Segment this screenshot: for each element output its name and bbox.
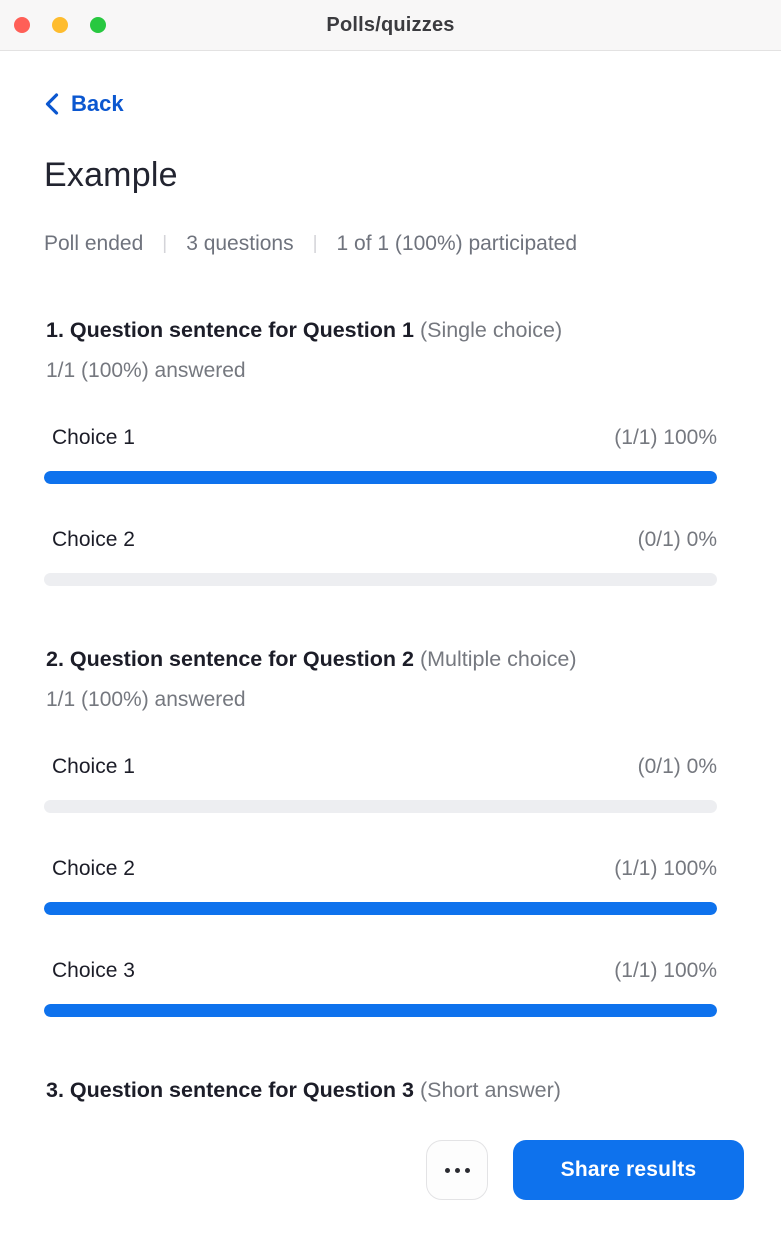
choice-label: Choice 1 [52, 755, 135, 778]
choice-row: Choice 2 (1/1) 100% [44, 855, 717, 915]
choice-row: Choice 1 (1/1) 100% [44, 424, 717, 484]
more-options-button[interactable] [426, 1140, 488, 1200]
choice-list: Choice 1 (1/1) 100% Choice 2 (0/1) 0% [44, 424, 717, 586]
question-number: 3. [46, 1078, 70, 1102]
choice-stat: (1/1) 100% [614, 426, 717, 449]
question-answered-stat: 1/1 (100%) answered [46, 688, 246, 711]
minimize-button[interactable] [52, 17, 68, 33]
question-number: 1. [46, 318, 70, 342]
maximize-button[interactable] [90, 17, 106, 33]
choice-row: Choice 3 (1/1) 100% [44, 957, 717, 1017]
back-label: Back [71, 91, 124, 116]
question-block: 2. Question sentence for Question 2 (Mul… [44, 644, 717, 1017]
question-number: 2. [46, 647, 70, 671]
question-count: 3 questions [186, 232, 294, 255]
titlebar: Polls/quizzes [0, 0, 781, 51]
choice-stat: (1/1) 100% [614, 857, 717, 880]
choice-bar-fill [44, 471, 717, 484]
choice-row: Choice 2 (0/1) 0% [44, 526, 717, 586]
question-block: 1. Question sentence for Question 1 (Sin… [44, 315, 717, 586]
meta-divider: | [162, 233, 168, 254]
choice-bar-track [44, 471, 717, 484]
choice-bar-track [44, 573, 717, 586]
question-title: 2. Question sentence for Question 2 (Mul… [44, 644, 717, 674]
page-title: Example [44, 156, 178, 194]
question-title: 1. Question sentence for Question 1 (Sin… [44, 315, 717, 345]
chevron-left-icon [44, 92, 59, 116]
choice-label: Choice 3 [52, 959, 135, 982]
question-text: Question sentence for Question 2 [69, 647, 420, 671]
meta-divider: | [312, 233, 318, 254]
question-title: 3. Question sentence for Question 3 (Sho… [44, 1075, 717, 1105]
traffic-lights [14, 0, 106, 50]
choice-row: Choice 1 (0/1) 0% [44, 753, 717, 813]
window-title: Polls/quizzes [326, 13, 455, 36]
choice-bar-track [44, 800, 717, 813]
choice-stat: (1/1) 100% [614, 959, 717, 982]
question-block: 3. Question sentence for Question 3 (Sho… [44, 1075, 717, 1105]
choice-stat: (0/1) 0% [637, 755, 717, 778]
choice-bar-track [44, 1004, 717, 1017]
choice-stat: (0/1) 0% [637, 528, 717, 551]
choice-label: Choice 1 [52, 426, 135, 449]
choice-label: Choice 2 [52, 857, 135, 880]
poll-results-content: Back Example Poll ended | 3 questions | … [0, 51, 781, 1105]
close-button[interactable] [14, 17, 30, 33]
poll-meta: Poll ended | 3 questions | 1 of 1 (100%)… [44, 231, 717, 257]
question-type: (Multiple choice) [419, 647, 577, 671]
choice-list: Choice 1 (0/1) 0% Choice 2 (1/1) 100% Ch… [44, 753, 717, 1017]
choice-label: Choice 2 [52, 528, 135, 551]
question-list: 1. Question sentence for Question 1 (Sin… [44, 315, 717, 1105]
question-text: Question sentence for Question 3 [69, 1078, 420, 1102]
share-results-button[interactable]: Share results [513, 1140, 744, 1200]
choice-bar-fill [44, 902, 717, 915]
question-text: Question sentence for Question 1 [69, 318, 420, 342]
ellipsis-icon [444, 1167, 470, 1173]
question-type: (Short answer) [419, 1078, 561, 1102]
choice-bar-fill [44, 1004, 717, 1017]
back-button[interactable]: Back [44, 90, 124, 118]
poll-status: Poll ended [44, 232, 144, 255]
footer-actions: Share results [426, 1140, 744, 1200]
participation-stat: 1 of 1 (100%) participated [336, 232, 578, 255]
question-answered-stat: 1/1 (100%) answered [46, 359, 246, 382]
question-type: (Single choice) [419, 318, 563, 342]
choice-bar-track [44, 902, 717, 915]
